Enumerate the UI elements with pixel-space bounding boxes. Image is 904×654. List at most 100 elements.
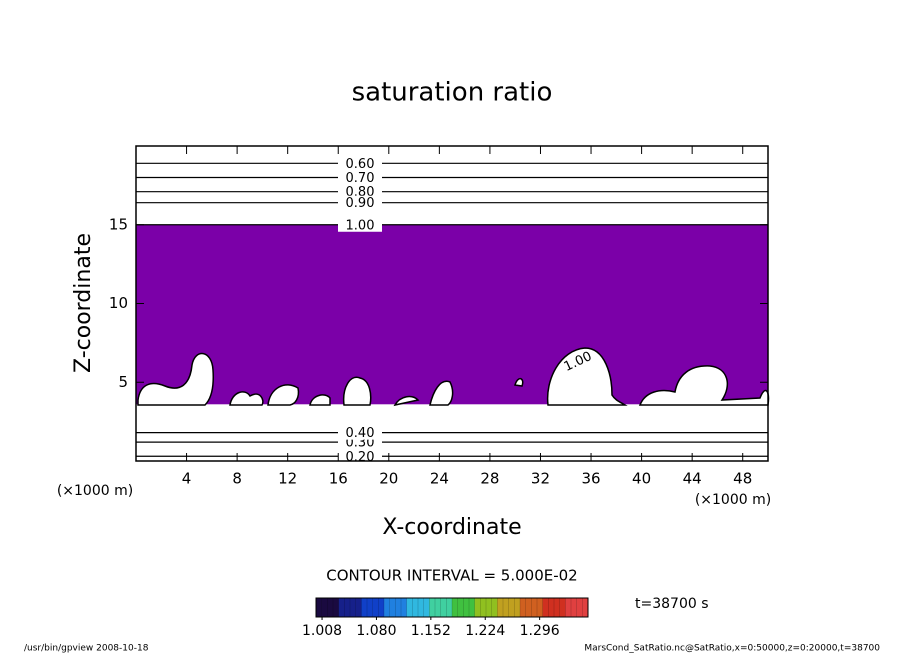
colorbar-stripe <box>508 598 515 617</box>
colorbar-stripe <box>542 598 549 617</box>
colorbar-stripe <box>559 598 566 617</box>
colorbar-stripe <box>316 598 322 617</box>
colorbar-stripe <box>463 598 470 617</box>
footer-left: /usr/bin/gpview 2008-10-18 <box>24 644 149 654</box>
colorbar-stripe <box>469 598 475 617</box>
colorbar-stripe <box>333 598 339 617</box>
colorbar-stripe <box>429 598 436 617</box>
y-unit: (×1000 m) <box>57 483 133 499</box>
colorbar-stripe <box>372 598 379 617</box>
unsaturated-pocket <box>267 384 300 406</box>
footer-right: MarsCond_SatRatio.nc@SatRatio,x=0:50000,… <box>584 644 880 654</box>
colorbar-stripe <box>412 598 419 617</box>
contour-label-bg <box>338 156 382 171</box>
colorbar-stripe <box>350 598 356 617</box>
unsaturated-pocket <box>429 380 454 406</box>
time-label: t=38700 s <box>635 596 709 612</box>
contour-label-bg <box>338 449 382 464</box>
colorbar-stripe <box>384 598 390 617</box>
colorbar-stripe <box>367 598 373 617</box>
contour-interval: CONTOUR INTERVAL = 5.000E-02 <box>326 567 577 585</box>
x-tick-label: 12 <box>278 470 297 488</box>
colorbar-stripe <box>395 598 402 617</box>
colorbar-stripe <box>537 598 543 617</box>
colorbar-stripe <box>520 598 526 617</box>
x-axis-title: X-coordinate <box>382 515 521 540</box>
colorbar-stripe <box>474 598 481 617</box>
unsaturated-pocket <box>514 378 524 387</box>
x-tick-label: 20 <box>379 470 398 488</box>
colorbar-stripe <box>401 598 407 617</box>
y-axis-title: Z-coordinate <box>71 233 96 373</box>
contour-label: 0.90 <box>346 196 375 211</box>
colorbar-stripe <box>344 598 351 617</box>
colorbar-tick-label: 1.080 <box>356 623 396 639</box>
x-tick-label: 16 <box>329 470 348 488</box>
contour-label-bg <box>338 184 382 199</box>
x-tick-label: 24 <box>430 470 449 488</box>
x-tick-label: 40 <box>632 470 651 488</box>
colorbar-stripe <box>457 598 464 617</box>
colorbar-stripe <box>571 598 577 617</box>
colorbar-stripe <box>565 598 572 617</box>
colorbar-stripe <box>480 598 487 617</box>
contour-label: 0.70 <box>346 171 375 186</box>
colorbar-stripe <box>514 598 521 617</box>
colorbar-frame <box>315 597 589 618</box>
colorbar-stripe <box>327 598 334 617</box>
colorbar-tick-label: 1.008 <box>302 623 342 639</box>
colorbar-tick-label: 1.152 <box>411 623 451 639</box>
colorbar-stripe <box>576 598 583 617</box>
colorbar-stripe <box>582 598 589 617</box>
contour-label: 0.20 <box>346 450 375 465</box>
contour-label: 0.60 <box>346 157 375 172</box>
colorbar-stripe <box>503 598 509 617</box>
contour-label-bg <box>338 195 382 210</box>
colorbar-stripe <box>446 598 453 617</box>
colorbar-stripe <box>440 598 447 617</box>
unsaturated-pocket <box>229 391 264 406</box>
colorbar-stripe <box>355 598 362 617</box>
x-tick-label: 36 <box>581 470 600 488</box>
contour-label-bg <box>338 425 382 440</box>
contour-label-bg <box>338 170 382 185</box>
unsaturated-pocket <box>309 394 331 406</box>
colorbar-stripe <box>378 598 385 617</box>
shaded-region <box>136 224 768 405</box>
y-tick-label: 5 <box>118 373 128 391</box>
colorbar-stripe <box>389 598 396 617</box>
x-tick-label: 4 <box>182 470 192 488</box>
contour-label-bg <box>338 217 382 232</box>
colorbar-stripe <box>338 598 345 617</box>
y-tick-label: 15 <box>109 215 128 233</box>
colorbar-stripe <box>435 598 441 617</box>
x-tick-label: 8 <box>232 470 242 488</box>
contour-label: 1.00 <box>346 218 375 233</box>
colorbar-stripe <box>452 598 458 617</box>
colorbar-stripe <box>486 598 492 617</box>
colorbar-stripe <box>321 598 328 617</box>
colorbar-stripe <box>525 598 532 617</box>
unsaturated-pocket <box>638 365 770 406</box>
x-tick-label: 32 <box>531 470 550 488</box>
unsaturated-pocket <box>137 352 214 406</box>
colorbar-stripe <box>548 598 555 617</box>
colorbar-stripe <box>423 598 430 617</box>
colorbar-stripe <box>418 598 424 617</box>
chart-title: saturation ratio <box>352 78 553 108</box>
colorbar-tick-label: 1.296 <box>520 623 560 639</box>
x-tick-label: 44 <box>683 470 702 488</box>
colorbar-stripe <box>491 598 498 617</box>
x-unit: (×1000 m) <box>695 492 771 508</box>
colorbar-stripe <box>361 598 368 617</box>
y-tick-label: 10 <box>109 294 128 312</box>
colorbar-tick-label: 1.224 <box>465 623 505 639</box>
colorbar-stripe <box>497 598 504 617</box>
colorbar-stripe <box>554 598 560 617</box>
colorbar-stripe <box>531 598 538 617</box>
unsaturated-pocket <box>342 376 372 406</box>
colorbar-stripe <box>406 598 413 617</box>
x-tick-label: 28 <box>480 470 499 488</box>
unsaturated-pocket <box>393 395 420 407</box>
